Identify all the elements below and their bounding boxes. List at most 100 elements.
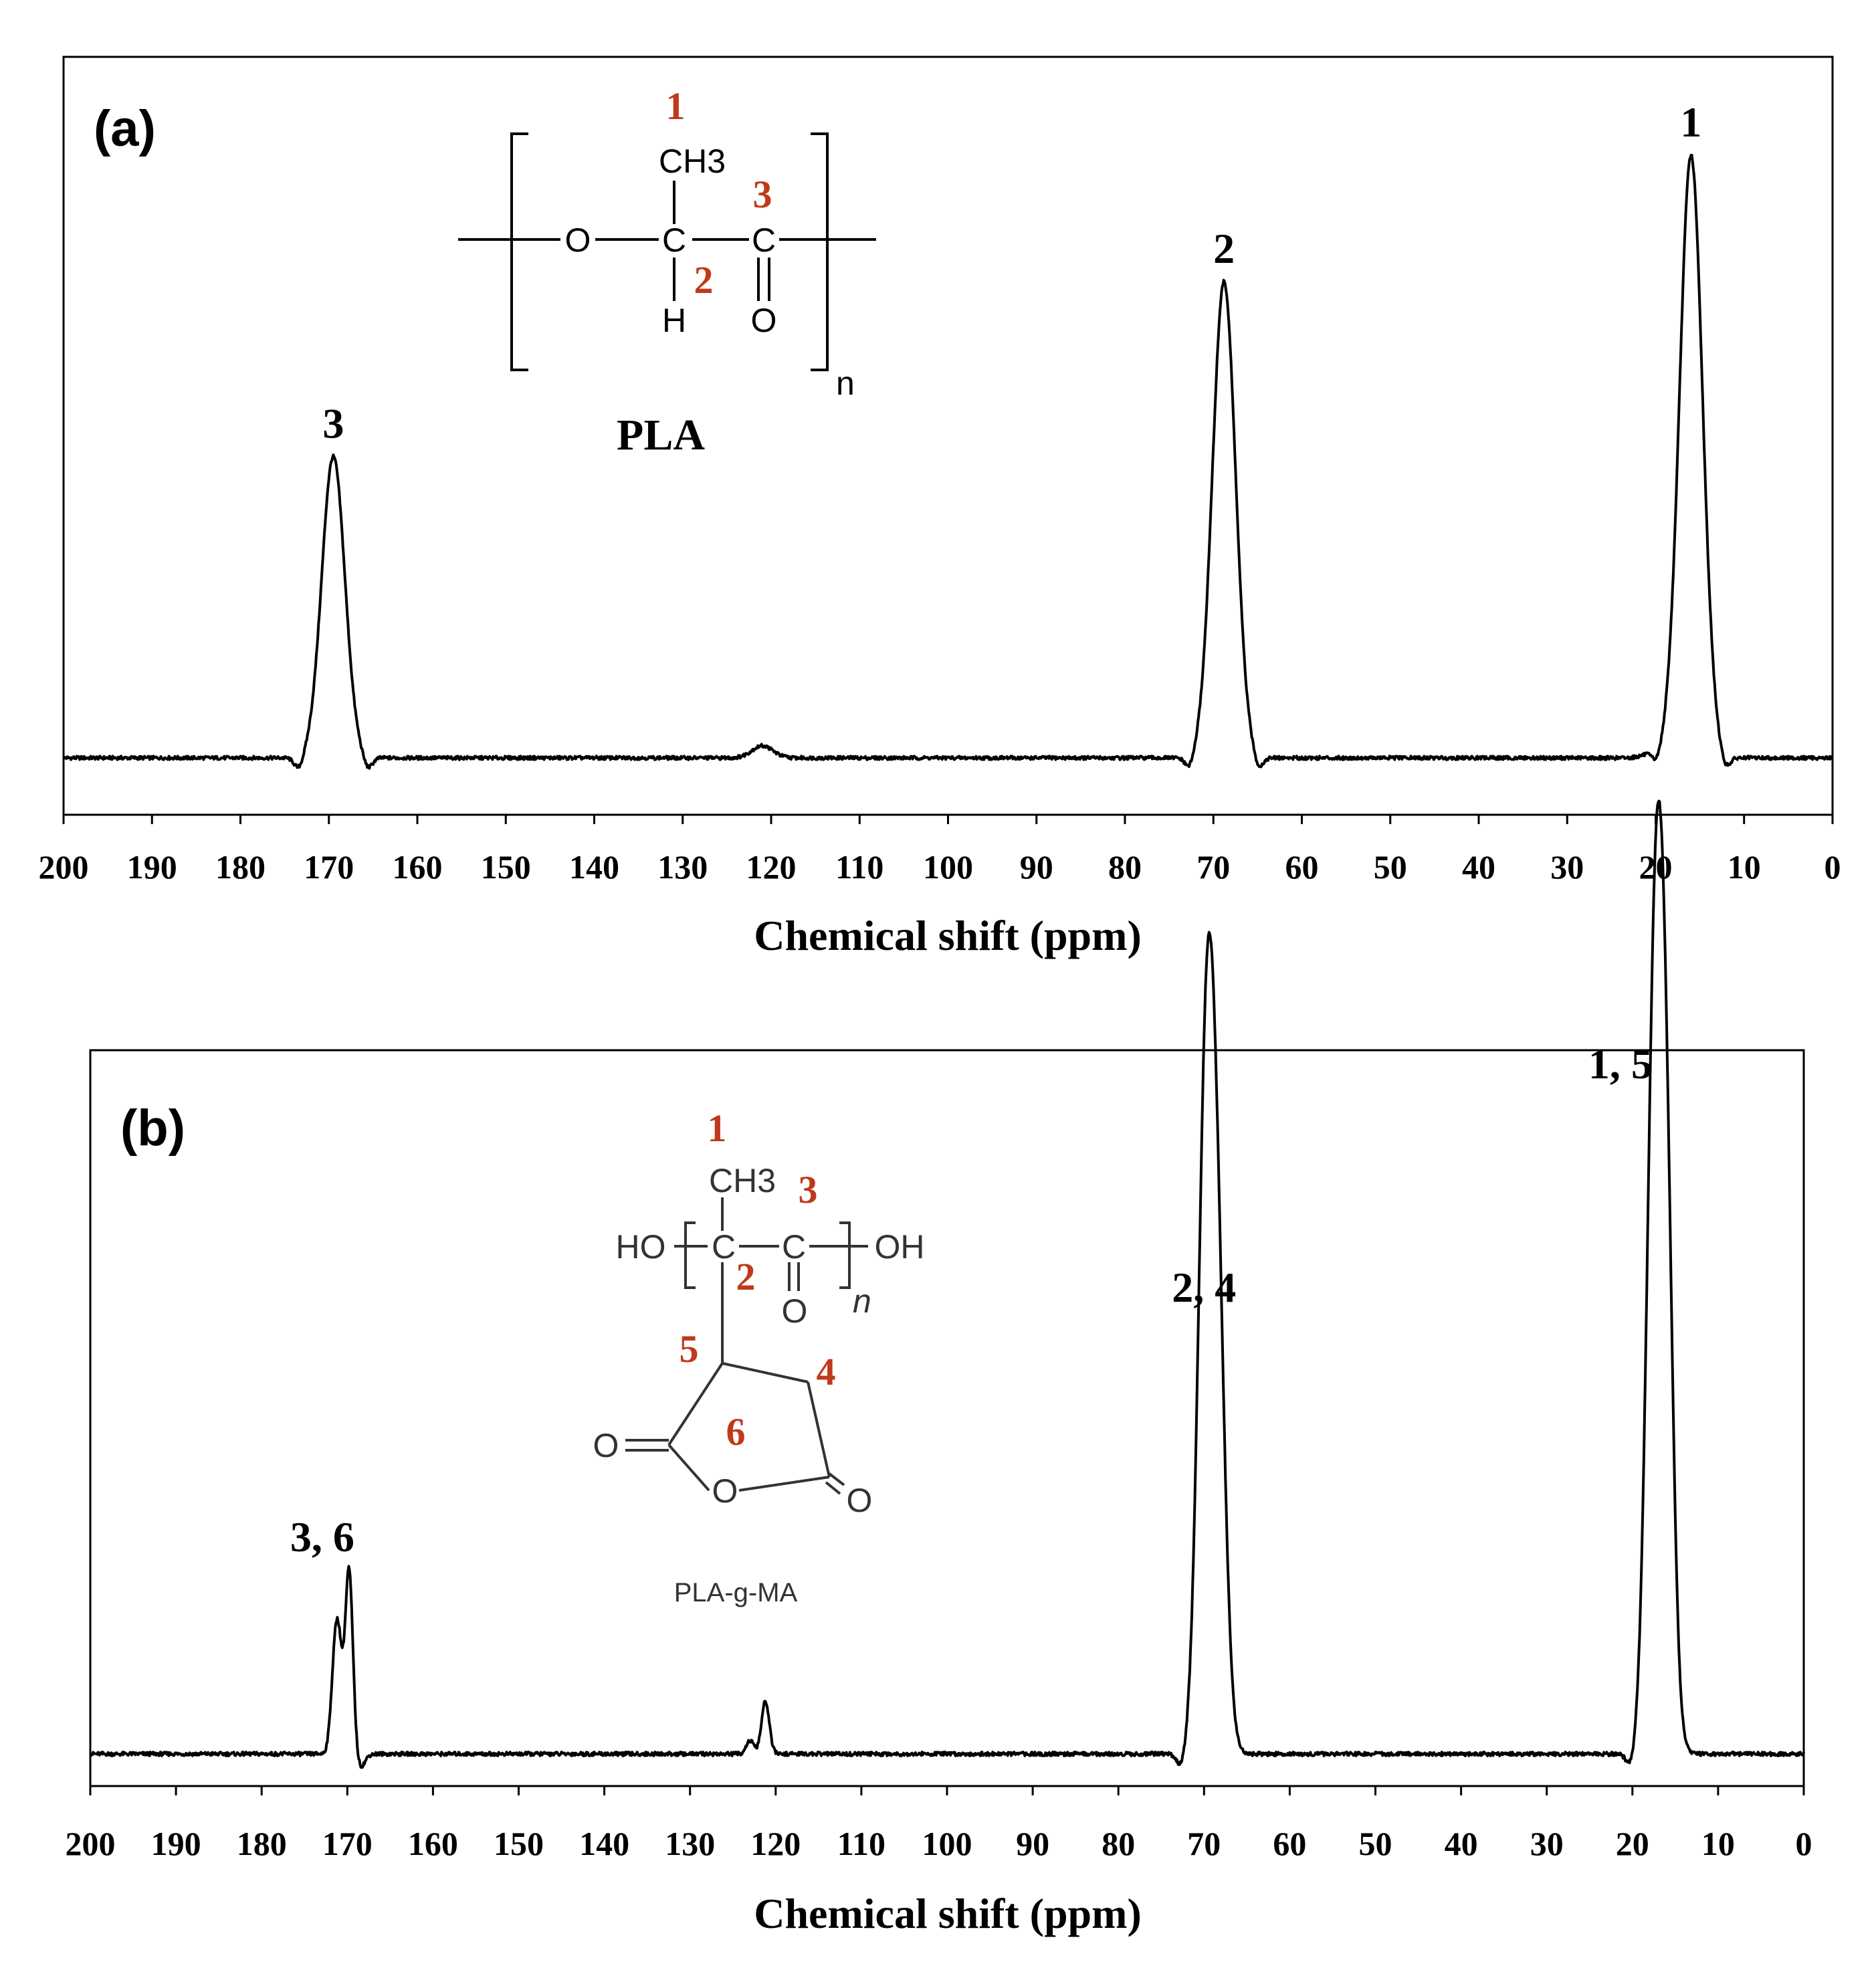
- x-axis-tick-labels-a: 200 190 180 170 160 150 140 130 120 110 100 90 80 70 6…: [39, 848, 1841, 886]
- repeat-n-b: n: [853, 1282, 871, 1320]
- atom-o-right: O: [847, 1482, 873, 1519]
- atom-o-backbone: O: [565, 221, 591, 259]
- panel-b: (b) 200 190 180 170 160 150 140 130 120 110 100 90 8…: [66, 799, 1812, 1937]
- x-tick-label-100: 100: [923, 848, 973, 886]
- atom-c3: C: [752, 221, 776, 259]
- atom-ch3: CH3: [659, 142, 726, 180]
- x-tick-label-150: 150: [494, 1825, 544, 1862]
- x-tick-label-180: 180: [215, 848, 266, 886]
- x-tick-label-20: 20: [1616, 1825, 1649, 1862]
- ring-bond-2: [807, 1381, 831, 1478]
- atom-oh: OH: [875, 1228, 925, 1266]
- x-tick-label-110: 110: [837, 1825, 885, 1862]
- carbon-number-1-b: 1: [708, 1106, 727, 1150]
- x-tick-label-140: 140: [569, 848, 619, 886]
- peak-label-3-6: 3, 6: [290, 1513, 354, 1561]
- x-tick-label-90: 90: [1020, 848, 1053, 886]
- right-bracket-b: [839, 1221, 851, 1289]
- carbon-number-5-b: 5: [680, 1327, 699, 1371]
- peak-label-1-5: 1, 5: [1588, 1040, 1653, 1088]
- x-tick-label-120: 120: [750, 1825, 801, 1862]
- x-tick-label-200: 200: [66, 1825, 116, 1862]
- ring-bond-1: [722, 1362, 809, 1383]
- x-tick-label-90: 90: [1016, 1825, 1049, 1862]
- x-tick-label-0: 0: [1825, 848, 1841, 886]
- x-tick-label-130: 130: [665, 1825, 715, 1862]
- peak-label-3: 3: [322, 400, 344, 448]
- carbon-number-3: 3: [753, 173, 772, 216]
- atom-o-carbonyl: O: [751, 302, 777, 339]
- atom-h: H: [662, 302, 686, 339]
- x-axis-tick-labels-b: 200 190 180 170 160 150 140 130 120 110 100 90 80 70 6…: [66, 1825, 1812, 1862]
- x-tick-label-80: 80: [1102, 1825, 1135, 1862]
- atom-c-alpha: C: [712, 1228, 736, 1266]
- x-tick-label-60: 60: [1273, 1825, 1306, 1862]
- x-tick-label-170: 170: [304, 848, 354, 886]
- panel-a: (a) 200 190 180 170 160 150 140 130 120 110 100 90 8…: [39, 56, 1841, 959]
- x-tick-label-140: 140: [579, 1825, 629, 1862]
- x-tick-label-0: 0: [1796, 1825, 1812, 1862]
- x-tick-label-170: 170: [322, 1825, 373, 1862]
- plot-frame-b: [89, 1049, 1805, 1787]
- x-axis-ticks-b: [89, 1786, 1805, 1795]
- structure-name-pla-g-ma: PLA-g-MA: [674, 1578, 798, 1607]
- peak-labels-b: 3, 6 2, 4 1, 5: [290, 1040, 1653, 1561]
- x-tick-label-110: 110: [835, 848, 883, 886]
- atom-ch3-b: CH3: [709, 1162, 776, 1199]
- atom-o-chain: O: [782, 1292, 808, 1330]
- x-tick-label-190: 190: [151, 1825, 201, 1862]
- x-axis-title-b: Chemical shift (ppm): [754, 1890, 1142, 1937]
- spectrum-line-b: [90, 799, 1805, 1769]
- ring-bond-3: [738, 1476, 830, 1492]
- panel-letter-a: (a): [94, 100, 156, 157]
- x-tick-label-130: 130: [657, 848, 708, 886]
- carbonyl-right-1: [828, 1472, 845, 1486]
- atom-o-ring: O: [712, 1472, 738, 1510]
- left-bracket: [510, 132, 528, 371]
- pla-g-ma-structure: HO C C OH CH3 O O O O n 1 2 3 4 5 6 PLA-…: [593, 1106, 925, 1607]
- x-tick-label-60: 60: [1285, 848, 1319, 886]
- x-tick-label-70: 70: [1196, 848, 1230, 886]
- x-tick-label-30: 30: [1530, 1825, 1564, 1862]
- atom-o-left: O: [593, 1427, 619, 1464]
- x-tick-label-180: 180: [237, 1825, 287, 1862]
- x-tick-label-30: 30: [1550, 848, 1584, 886]
- x-tick-label-50: 50: [1374, 848, 1407, 886]
- carbon-number-2-b: 2: [736, 1255, 756, 1298]
- peak-label-2: 2: [1213, 225, 1235, 272]
- x-tick-label-50: 50: [1359, 1825, 1392, 1862]
- carbon-number-4-b: 4: [817, 1350, 836, 1393]
- spectrum-line-a: [62, 153, 1833, 770]
- ring-bond-5: [667, 1362, 724, 1446]
- x-tick-label-100: 100: [922, 1825, 972, 1862]
- atom-c2: C: [662, 221, 686, 259]
- panel-letter-b: (b): [120, 1100, 185, 1157]
- peak-labels-a: 321: [322, 98, 1701, 448]
- carbon-number-1: 1: [666, 84, 686, 128]
- right-bracket: [811, 132, 829, 371]
- x-tick-label-200: 200: [39, 848, 89, 886]
- x-axis-ticks-a: [62, 815, 1834, 824]
- peak-label-1: 1: [1680, 98, 1701, 146]
- x-tick-label-160: 160: [408, 1825, 458, 1862]
- x-tick-label-10: 10: [1701, 1825, 1735, 1862]
- x-tick-label-10: 10: [1728, 848, 1761, 886]
- x-tick-label-40: 40: [1445, 1825, 1478, 1862]
- x-tick-label-120: 120: [746, 848, 797, 886]
- x-tick-label-150: 150: [481, 848, 531, 886]
- structure-name-pla: PLA: [617, 411, 705, 460]
- pla-structure: O C C CH3 H O n 1 2 3 PLA: [458, 84, 876, 460]
- carbonyl-right-2: [825, 1481, 841, 1495]
- atom-c-carbonyl: C: [782, 1228, 806, 1266]
- ring-bond-4: [667, 1444, 710, 1492]
- carbon-number-6-b: 6: [726, 1410, 746, 1454]
- x-tick-label-160: 160: [393, 848, 443, 886]
- left-bracket-b: [684, 1221, 696, 1289]
- repeat-n: n: [836, 365, 855, 402]
- carbon-number-3-b: 3: [799, 1168, 818, 1211]
- x-tick-label-40: 40: [1462, 848, 1495, 886]
- carbon-number-2: 2: [694, 258, 714, 302]
- peak-label-2-4: 2, 4: [1172, 1264, 1236, 1311]
- x-tick-label-80: 80: [1108, 848, 1142, 886]
- x-axis-title-a: Chemical shift (ppm): [754, 912, 1142, 959]
